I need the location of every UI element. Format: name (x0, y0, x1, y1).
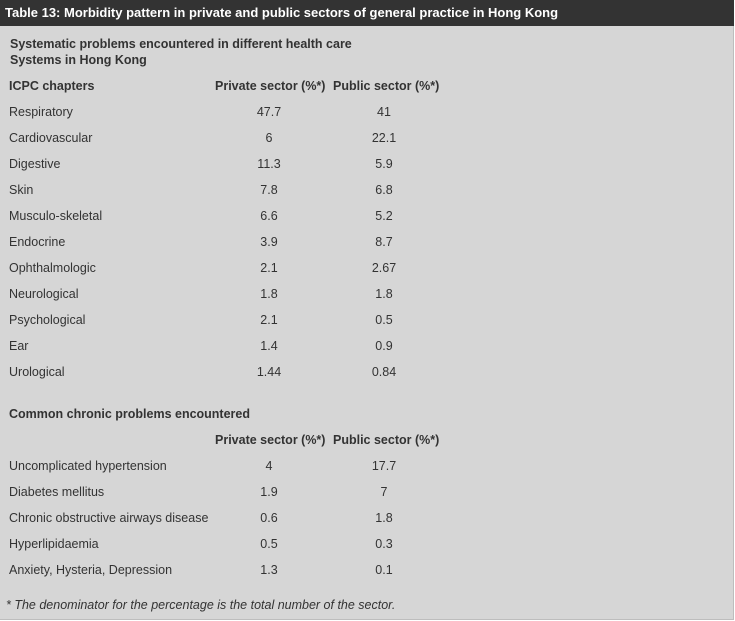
column-header-public: Public sector (%*) (333, 79, 440, 93)
section1-row-name: Skin (9, 183, 34, 197)
section1-row-private: 6.6 (260, 209, 278, 223)
section2-heading: Common chronic problems encountered (9, 407, 251, 421)
section1-row-name: Musculo-skeletal (9, 209, 103, 223)
section2-row-public: 7 (380, 485, 388, 499)
section2-row-private: 4 (265, 459, 273, 473)
section2-row-private: 0.5 (260, 537, 278, 551)
section2-row-name: Diabetes mellitus (9, 485, 105, 499)
section1-row-name: Digestive (9, 157, 61, 171)
footnote: * The denominator for the percentage is … (6, 598, 396, 612)
section2-row-private: 1.3 (260, 563, 278, 577)
section1-row-private: 11.3 (257, 157, 281, 171)
section1-row-public: 1.8 (375, 287, 393, 301)
section1-row-private: 2.1 (260, 313, 278, 327)
section1-row-private: 1.44 (256, 365, 282, 379)
section1-row-private: 7.8 (260, 183, 278, 197)
section1-row-private: 1.8 (260, 287, 278, 301)
section2-row-public: 17.7 (371, 459, 397, 473)
section2-row-public: 0.3 (375, 537, 393, 551)
section1-row-public: 41 (377, 105, 391, 119)
section2-row-public: 0.1 (375, 563, 393, 577)
section1-row-private: 2.1 (260, 261, 278, 275)
section1-row-name: Endocrine (9, 235, 66, 249)
section1-row-public: 0.5 (375, 313, 393, 327)
section1-row-public: 5.9 (375, 157, 393, 171)
section1-row-name: Neurological (9, 287, 79, 301)
section1-row-public: 2.67 (371, 261, 397, 275)
column-header-private: Private sector (%*) (215, 79, 326, 93)
section1-row-name: Respiratory (9, 105, 73, 119)
column-header-private-2: Private sector (%*) (215, 433, 326, 447)
table-title: Table 13: Morbidity pattern in private a… (0, 0, 734, 26)
section1-row-name: Psychological (9, 313, 86, 327)
section1-row-private: 1.4 (260, 339, 278, 353)
section1-row-public: 8.7 (375, 235, 393, 249)
section2-row-name: Uncomplicated hypertension (9, 459, 167, 473)
section1-row-public: 22.1 (371, 131, 397, 145)
section2-row-name: Chronic obstructive airways disease (9, 511, 209, 525)
section2-row-private: 1.9 (260, 485, 278, 499)
section1-row-public: 6.8 (375, 183, 393, 197)
section1-row-public: 0.84 (371, 365, 397, 379)
section1-row-public: 0.9 (375, 339, 393, 353)
column-header-icpc: ICPC chapters (9, 79, 95, 93)
column-header-public-2: Public sector (%*) (333, 433, 440, 447)
section1-row-name: Ear (9, 339, 29, 353)
section2-row-public: 1.8 (375, 511, 393, 525)
section1-heading-line1: Systematic problems encountered in diffe… (10, 37, 352, 51)
section1-row-name: Ophthalmologic (9, 261, 96, 275)
section1-heading-line2: Systems in Hong Kong (10, 53, 147, 67)
section1-row-public: 5.2 (375, 209, 393, 223)
section2-row-name: Hyperlipidaemia (9, 537, 99, 551)
section1-row-private: 3.9 (260, 235, 278, 249)
section1-row-private: 6 (265, 131, 273, 145)
section1-row-name: Cardiovascular (9, 131, 93, 145)
section1-row-name: Urological (9, 365, 65, 379)
section2-row-private: 0.6 (260, 511, 278, 525)
section1-row-private: 47.7 (256, 105, 282, 119)
section2-row-name: Anxiety, Hysteria, Depression (9, 563, 173, 577)
